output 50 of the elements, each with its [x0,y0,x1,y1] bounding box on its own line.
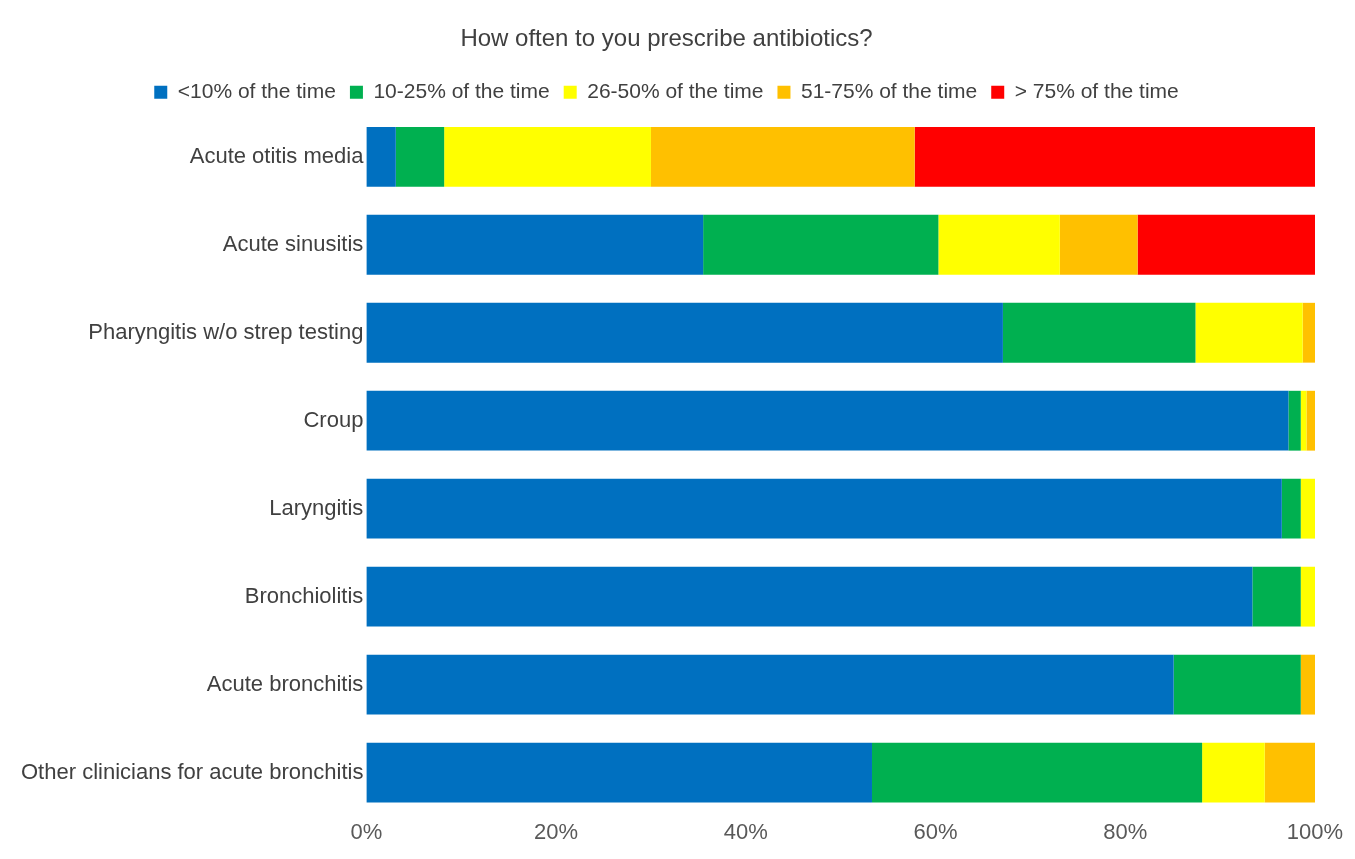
bar [366,390,1289,451]
legend-label: 10-25% of the time [373,79,550,103]
legend-label: 51-75% of the time [800,79,978,103]
x-tick-label: 0% [350,818,383,844]
y-tick-label: Bronchiolitis [244,582,364,608]
bar [1173,654,1301,715]
bar [1302,302,1315,363]
bar [650,126,915,187]
legend-label: <10% of the time [177,79,336,103]
bar [1195,302,1303,363]
bar [366,566,1253,627]
bar [1002,302,1196,363]
bar [395,126,445,187]
bar [1300,654,1315,715]
bar [914,126,1315,187]
bar [1306,390,1315,451]
y-tick-label: Pharyngitis w/o strep testing [88,318,364,344]
bar [444,126,651,187]
bar [1137,214,1315,275]
bar [1202,742,1265,803]
y-tick-label: Acute sinusitis [222,230,364,256]
bar [1252,566,1301,627]
bar [1264,742,1315,803]
x-tick-label: 40% [723,818,768,844]
bar [366,478,1282,539]
x-tick-label: 20% [534,818,579,844]
legend-label: 26-50% of the time [587,79,764,103]
bar [1288,390,1301,451]
bar [1281,478,1301,539]
y-tick-label: Croup [303,406,364,432]
x-tick-label: 60% [913,818,958,844]
y-tick-label: Acute bronchitis [206,670,364,696]
y-tick-label: Laryngitis [269,494,364,520]
bar [366,126,396,187]
bar [938,214,1060,275]
bar [1300,566,1315,627]
bar [871,742,1203,803]
bar [1300,478,1315,539]
chart-title: How often to you prescribe antibiotics? [460,24,873,52]
y-tick-label: Other clinicians for acute bronchitis [21,758,364,784]
x-tick-label: 100% [1286,818,1344,844]
bar [366,302,1003,363]
bar [366,742,872,803]
bar [1059,214,1138,275]
y-tick-label: Acute otitis media [189,142,365,168]
bar [703,214,939,275]
legend-label: > 75% of the time [1014,79,1179,103]
bar [366,214,704,275]
bar [366,654,1174,715]
x-tick-label: 80% [1103,818,1148,844]
